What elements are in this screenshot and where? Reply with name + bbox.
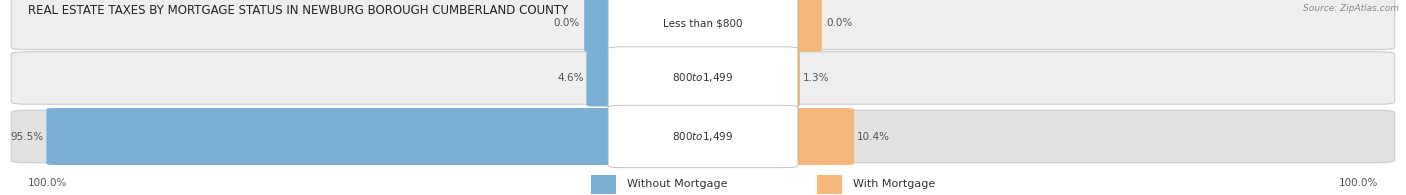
- Text: $800 to $1,499: $800 to $1,499: [672, 72, 734, 84]
- Text: Source: ZipAtlas.com: Source: ZipAtlas.com: [1303, 4, 1399, 13]
- Text: REAL ESTATE TAXES BY MORTGAGE STATUS IN NEWBURG BOROUGH CUMBERLAND COUNTY: REAL ESTATE TAXES BY MORTGAGE STATUS IN …: [28, 4, 568, 17]
- FancyBboxPatch shape: [817, 175, 842, 194]
- FancyBboxPatch shape: [585, 0, 630, 52]
- Text: With Mortgage: With Mortgage: [853, 179, 935, 189]
- FancyBboxPatch shape: [609, 105, 799, 168]
- Text: 100.0%: 100.0%: [1339, 178, 1378, 188]
- Text: $800 to $1,499: $800 to $1,499: [672, 130, 734, 143]
- FancyBboxPatch shape: [609, 0, 799, 55]
- Text: 1.3%: 1.3%: [803, 73, 830, 83]
- FancyBboxPatch shape: [11, 52, 1395, 104]
- Text: 0.0%: 0.0%: [554, 18, 581, 28]
- FancyBboxPatch shape: [609, 47, 799, 109]
- Text: 4.6%: 4.6%: [557, 73, 583, 83]
- Text: Less than $800: Less than $800: [664, 18, 742, 28]
- Text: 100.0%: 100.0%: [28, 178, 67, 188]
- FancyBboxPatch shape: [776, 108, 853, 165]
- FancyBboxPatch shape: [11, 110, 1395, 163]
- Text: 95.5%: 95.5%: [10, 131, 44, 142]
- FancyBboxPatch shape: [776, 50, 800, 106]
- FancyBboxPatch shape: [46, 108, 630, 165]
- FancyBboxPatch shape: [591, 175, 616, 194]
- Text: 10.4%: 10.4%: [856, 131, 890, 142]
- FancyBboxPatch shape: [776, 0, 821, 52]
- FancyBboxPatch shape: [586, 50, 630, 106]
- FancyBboxPatch shape: [11, 0, 1395, 50]
- Text: Without Mortgage: Without Mortgage: [627, 179, 727, 189]
- Text: 0.0%: 0.0%: [827, 18, 852, 28]
